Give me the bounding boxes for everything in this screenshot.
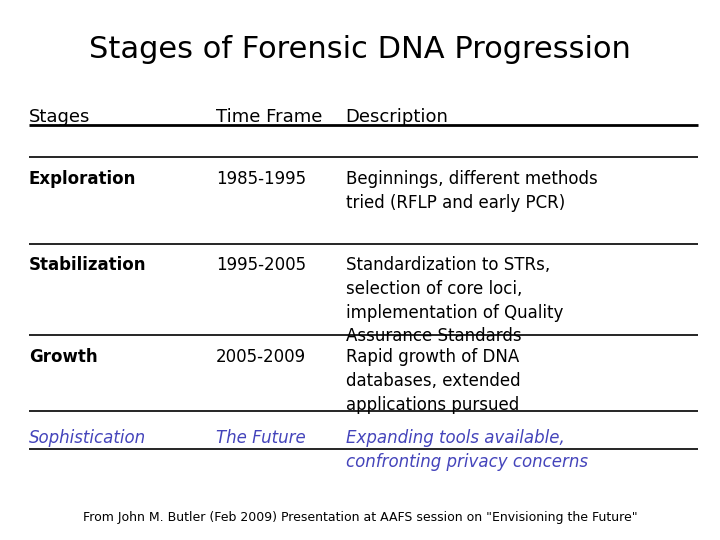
Text: 1995-2005: 1995-2005 (216, 256, 306, 274)
Text: Beginnings, different methods
tried (RFLP and early PCR): Beginnings, different methods tried (RFL… (346, 170, 598, 212)
Text: From John M. Butler (Feb 2009) Presentation at AAFS session on "Envisioning the : From John M. Butler (Feb 2009) Presentat… (83, 511, 637, 524)
Text: Stabilization: Stabilization (29, 256, 146, 274)
Text: 2005-2009: 2005-2009 (216, 348, 306, 366)
Text: Expanding tools available,
confronting privacy concerns: Expanding tools available, confronting p… (346, 429, 588, 471)
Text: The Future: The Future (216, 429, 306, 447)
Text: Sophistication: Sophistication (29, 429, 146, 447)
Text: Description: Description (346, 108, 449, 126)
Text: Exploration: Exploration (29, 170, 136, 188)
Text: Growth: Growth (29, 348, 97, 366)
Text: 1985-1995: 1985-1995 (216, 170, 306, 188)
Text: Standardization to STRs,
selection of core loci,
implementation of Quality
Assur: Standardization to STRs, selection of co… (346, 256, 563, 345)
Text: Time Frame: Time Frame (216, 108, 323, 126)
Text: Rapid growth of DNA
databases, extended
applications pursued: Rapid growth of DNA databases, extended … (346, 348, 521, 414)
Text: Stages: Stages (29, 108, 90, 126)
Text: Stages of Forensic DNA Progression: Stages of Forensic DNA Progression (89, 35, 631, 64)
